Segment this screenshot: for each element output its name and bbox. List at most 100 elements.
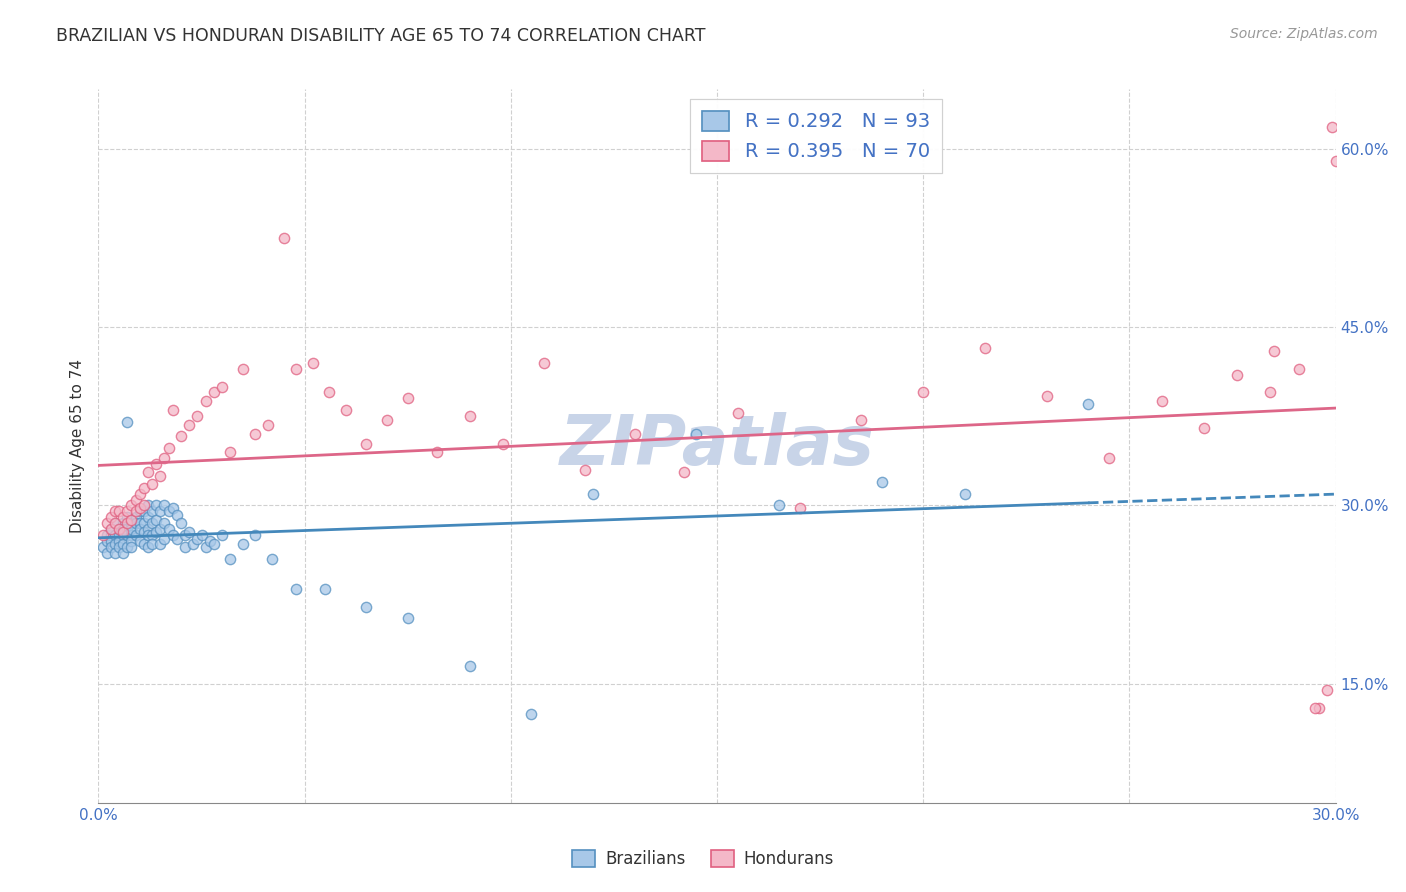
Point xyxy=(1324,153,1347,168)
Point xyxy=(91,528,114,542)
Point xyxy=(789,500,811,515)
Point xyxy=(96,528,118,542)
Point xyxy=(112,510,135,524)
Point xyxy=(120,513,142,527)
Point xyxy=(170,429,193,443)
Point xyxy=(136,522,159,536)
Point xyxy=(157,442,180,456)
Point xyxy=(166,508,188,522)
Point xyxy=(100,540,122,554)
Point xyxy=(458,659,481,673)
Point xyxy=(117,516,139,531)
Legend: Brazilians, Hondurans: Brazilians, Hondurans xyxy=(565,843,841,875)
Point xyxy=(100,522,122,536)
Point xyxy=(1152,393,1174,408)
Point xyxy=(132,504,155,518)
Point xyxy=(117,415,139,429)
Point xyxy=(685,427,707,442)
Point xyxy=(112,536,135,550)
Point xyxy=(256,417,278,432)
Point xyxy=(458,409,481,424)
Point xyxy=(181,536,204,550)
Point xyxy=(1036,389,1059,403)
Point xyxy=(194,393,217,408)
Point xyxy=(132,499,155,513)
Point xyxy=(198,534,221,549)
Point xyxy=(117,528,139,542)
Point xyxy=(96,516,118,531)
Point xyxy=(124,528,146,542)
Point xyxy=(1226,368,1249,382)
Point xyxy=(100,510,122,524)
Point xyxy=(912,385,935,400)
Point xyxy=(128,516,150,531)
Point xyxy=(145,457,167,471)
Point xyxy=(124,510,146,524)
Point xyxy=(128,534,150,549)
Point xyxy=(491,436,513,450)
Point xyxy=(520,706,543,721)
Point xyxy=(623,427,645,442)
Point xyxy=(112,528,135,542)
Point xyxy=(179,417,201,432)
Point xyxy=(211,379,233,393)
Point xyxy=(141,504,163,518)
Y-axis label: Disability Age 65 to 74: Disability Age 65 to 74 xyxy=(69,359,84,533)
Point xyxy=(153,532,176,546)
Point xyxy=(132,516,155,531)
Point xyxy=(100,522,122,536)
Point xyxy=(533,356,555,370)
Point xyxy=(120,522,142,536)
Point xyxy=(108,528,131,542)
Point xyxy=(243,427,266,442)
Point xyxy=(104,516,127,531)
Point xyxy=(136,499,159,513)
Point xyxy=(104,528,127,542)
Point xyxy=(128,522,150,536)
Point xyxy=(202,385,225,400)
Point xyxy=(179,524,201,539)
Point xyxy=(128,500,150,515)
Point xyxy=(851,413,873,427)
Point xyxy=(117,504,139,518)
Point xyxy=(149,536,172,550)
Point xyxy=(582,486,605,500)
Point xyxy=(145,524,167,539)
Point xyxy=(426,445,449,459)
Point xyxy=(219,445,242,459)
Point xyxy=(396,392,419,406)
Point xyxy=(1303,700,1326,714)
Point xyxy=(174,540,197,554)
Point xyxy=(174,528,197,542)
Point xyxy=(953,486,976,500)
Point xyxy=(186,409,208,424)
Point xyxy=(136,510,159,524)
Point xyxy=(302,356,325,370)
Point xyxy=(124,516,146,531)
Point xyxy=(1308,700,1330,714)
Point xyxy=(574,463,596,477)
Point xyxy=(112,522,135,536)
Point xyxy=(141,516,163,531)
Point xyxy=(260,552,283,566)
Point xyxy=(1320,120,1343,135)
Point xyxy=(186,532,208,546)
Point xyxy=(190,528,212,542)
Point xyxy=(108,522,131,536)
Point xyxy=(104,504,127,518)
Point xyxy=(166,532,188,546)
Point xyxy=(136,465,159,479)
Text: BRAZILIAN VS HONDURAN DISABILITY AGE 65 TO 74 CORRELATION CHART: BRAZILIAN VS HONDURAN DISABILITY AGE 65 … xyxy=(56,27,706,45)
Point xyxy=(112,546,135,560)
Point xyxy=(170,516,193,531)
Point xyxy=(100,528,122,542)
Point xyxy=(120,534,142,549)
Point xyxy=(285,361,308,376)
Point xyxy=(335,403,357,417)
Point xyxy=(768,499,790,513)
Point xyxy=(356,599,378,614)
Point xyxy=(91,540,114,554)
Point xyxy=(136,528,159,542)
Point xyxy=(157,522,180,536)
Point xyxy=(153,450,176,465)
